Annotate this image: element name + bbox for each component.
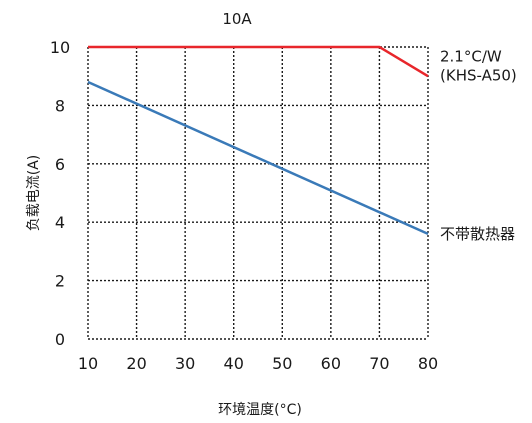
x-tick-label-2: 30 xyxy=(175,354,195,373)
y-tick-label-1: 2 xyxy=(55,272,65,291)
series-label-1-line-0: 不带散热器 xyxy=(440,225,515,243)
series-line-0 xyxy=(88,45,429,78)
y-tick-label-2: 4 xyxy=(55,213,65,232)
series-label-0-line-0: 2.1°C/W xyxy=(440,48,502,66)
series-line-1 xyxy=(87,80,429,236)
series-label-0-line-1: (KHS-A50) xyxy=(440,67,517,85)
y-tick-label-3: 6 xyxy=(55,155,65,174)
x-tick-label-0: 10 xyxy=(78,354,98,373)
chart-title: 10A xyxy=(222,10,252,28)
series-lines xyxy=(87,45,429,236)
x-tick-label-1: 20 xyxy=(126,354,146,373)
x-tick-labels: 10 20 30 40 50 60 70 80 xyxy=(78,354,438,373)
y-tick-label-4: 8 xyxy=(55,96,65,115)
x-tick-label-5: 60 xyxy=(321,354,341,373)
y-tick-label-0: 0 xyxy=(55,330,65,349)
x-tick-label-7: 80 xyxy=(418,354,438,373)
y-tick-label-5: 10 xyxy=(50,38,70,57)
series-labels: 2.1°C/W(KHS-A50) 不带散热器 xyxy=(440,48,517,243)
x-axis-label: 环境温度(°C) xyxy=(218,402,302,418)
y-axis-label: 负载电流(A) xyxy=(26,155,42,232)
x-tick-label-3: 40 xyxy=(224,354,244,373)
x-tick-label-6: 70 xyxy=(369,354,389,373)
y-tick-labels: 0 2 4 6 8 10 xyxy=(50,38,70,349)
x-tick-label-4: 50 xyxy=(272,354,292,373)
grid xyxy=(87,46,429,340)
